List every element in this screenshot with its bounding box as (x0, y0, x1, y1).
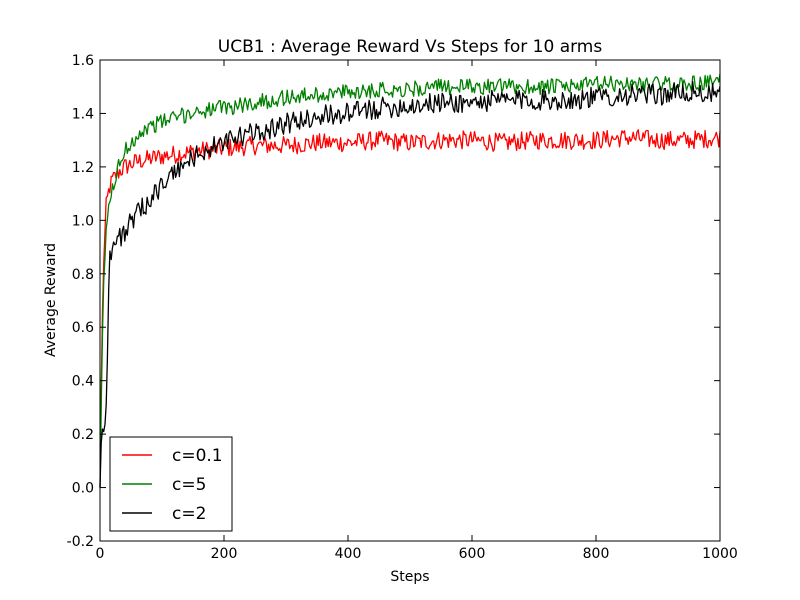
y-axis-title: Average Reward (43, 243, 59, 357)
x-tick-label: 400 (335, 546, 362, 562)
y-tick-label: 1.0 (72, 213, 94, 229)
plot-frame (99, 59, 721, 542)
legend: c=0.1 c=5 c=2 (109, 436, 233, 532)
tick-layer: 0 200 400 600 800 1000 -0.2 0.0 0.2 0.4 0.6 0.8 1.0 1… (67, 53, 738, 562)
x-tick-label: 600 (459, 546, 486, 562)
y-tick-label: -0.2 (67, 534, 94, 550)
y-tick-label: 0.0 (72, 481, 94, 497)
y-tick-label: 0.6 (72, 320, 94, 336)
y-tick-label: 1.6 (72, 53, 94, 69)
x-tick-label: 800 (583, 546, 610, 562)
series-line-2 (99, 73, 721, 488)
legend-label: c=5 (172, 475, 206, 495)
y-tick-label: 0.4 (72, 374, 94, 390)
x-tick-label: 0 (96, 546, 105, 562)
y-tick-label: 1.4 (72, 106, 94, 122)
x-tick-label: 200 (211, 546, 238, 562)
legend-label: c=0.1 (172, 446, 223, 466)
x-axis-title: Steps (390, 569, 429, 585)
chart-title: UCB1 : Average Reward Vs Steps for 10 ar… (218, 37, 603, 57)
y-tick-label: 1.2 (72, 160, 94, 176)
legend-label: c=2 (172, 504, 206, 524)
series-line-3 (99, 81, 721, 488)
y-tick-label: 0.8 (72, 267, 94, 283)
y-tick-label: 0.2 (72, 427, 94, 443)
x-tick-label: 1000 (702, 546, 738, 562)
series-line-1 (99, 129, 721, 488)
series-layer (99, 73, 721, 488)
